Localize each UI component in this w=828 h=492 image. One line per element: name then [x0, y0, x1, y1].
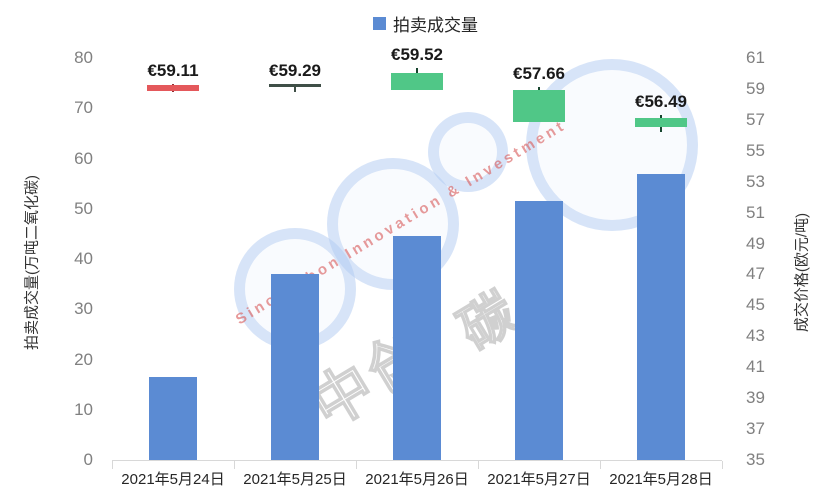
right-axis-tick-label: 47	[746, 264, 765, 284]
volume-bar	[149, 377, 197, 460]
right-axis-tick-label: 43	[746, 326, 765, 346]
volume-bar	[515, 201, 563, 460]
candle-body	[269, 84, 321, 87]
right-axis-tick-label: 53	[746, 171, 765, 191]
price-label: €59.52	[391, 45, 443, 65]
left-axis-tick-label: 40	[74, 249, 93, 268]
x-axis-label: 2021年5月25日	[243, 471, 347, 488]
right-axis-title: 成交价格(欧元/吨)	[793, 212, 811, 333]
legend-label: 拍卖成交量	[393, 16, 478, 35]
left-axis-title: 拍卖成交量(万吨二氧化碳)	[23, 175, 41, 350]
right-axis-tick-label: 55	[746, 140, 765, 160]
left-axis-tick-label: 60	[74, 148, 93, 168]
x-axis-tick-mark	[234, 461, 235, 469]
right-axis-tick-label: 41	[746, 357, 765, 377]
x-axis-tick-mark	[112, 461, 113, 469]
legend: 拍卖成交量	[373, 11, 478, 36]
price-label: €57.66	[513, 64, 565, 84]
left-axis-tick-label: 50	[74, 198, 93, 218]
volume-bar	[393, 236, 441, 460]
left-axis-tick-label: 20	[74, 349, 93, 369]
left-axis-tick-label: 30	[74, 299, 93, 319]
left-axis-tick-label: 70	[74, 98, 93, 118]
left-axis-tick-label: 80	[74, 48, 93, 67]
volume-bar	[271, 274, 319, 460]
x-axis-line	[112, 460, 722, 461]
right-axis-tick-label: 35	[746, 450, 765, 469]
x-axis-tick-mark	[478, 461, 479, 469]
candle-wick	[294, 84, 296, 92]
x-axis-tick-mark	[600, 461, 601, 469]
right-axis-tick-label: 61	[746, 48, 765, 67]
right-axis-tick-label: 59	[746, 78, 765, 98]
volume-bar	[637, 173, 685, 460]
legend-marker-square	[373, 17, 386, 30]
x-axis-label: 2021年5月24日	[121, 471, 225, 488]
candle-body	[147, 85, 199, 91]
right-axis-tick-label: 57	[746, 109, 765, 129]
watermark-ring	[428, 112, 508, 192]
x-axis-tick-mark	[722, 461, 723, 469]
left-axis-tick-label: 0	[83, 450, 93, 469]
left-axis-tick-label: 10	[74, 399, 93, 419]
price-label: €56.49	[635, 92, 687, 112]
right-axis-tick-label: 45	[746, 295, 765, 315]
x-axis-tick-mark	[356, 461, 357, 469]
candle-body	[391, 73, 443, 90]
right-axis-tick-label: 37	[746, 419, 765, 439]
price-label: €59.11	[147, 60, 199, 80]
right-axis-tick-label: 49	[746, 233, 765, 253]
candle-body	[513, 89, 565, 123]
x-axis-label: 2021年5月26日	[365, 471, 469, 488]
x-axis-label: 2021年5月27日	[487, 471, 591, 488]
right-axis-tick-label: 51	[746, 202, 765, 222]
price-label: €59.29	[269, 61, 321, 81]
x-axis-label: 2021年5月28日	[609, 471, 713, 488]
right-axis-tick-label: 39	[746, 388, 765, 408]
candle-body	[635, 117, 687, 127]
